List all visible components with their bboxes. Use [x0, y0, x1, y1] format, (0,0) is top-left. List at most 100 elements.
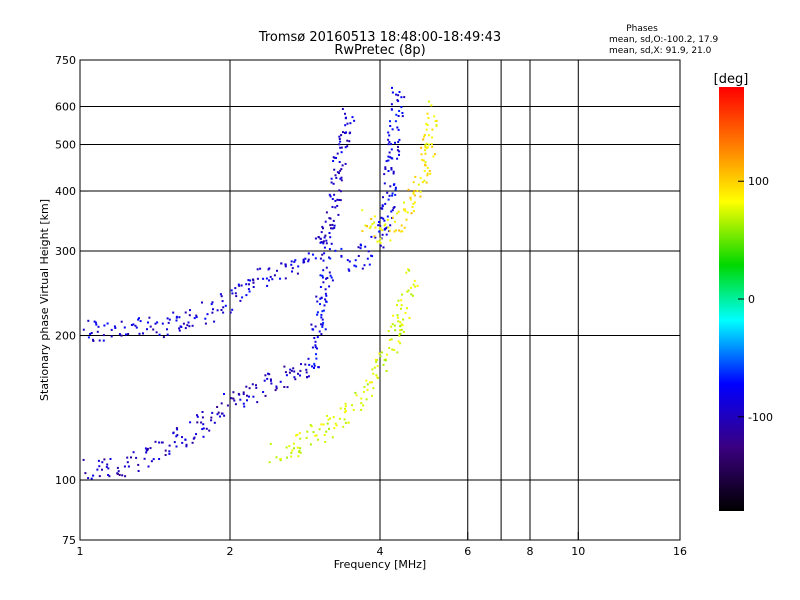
data-point: [323, 304, 326, 307]
data-point: [333, 193, 336, 196]
data-point: [239, 398, 242, 401]
data-point: [387, 155, 390, 158]
x-tick-label: 1: [77, 545, 84, 558]
data-point: [344, 402, 347, 405]
data-point: [304, 363, 307, 366]
data-point: [290, 455, 293, 458]
data-point: [314, 344, 317, 347]
data-point: [411, 206, 414, 208]
data-point: [296, 446, 299, 449]
data-point: [317, 438, 320, 441]
data-point: [405, 271, 408, 274]
data-point: [232, 391, 235, 394]
data-point: [343, 418, 346, 421]
data-point: [314, 325, 317, 328]
data-point: [338, 135, 341, 138]
data-point: [397, 299, 400, 302]
data-point: [113, 325, 116, 328]
data-point: [336, 152, 339, 155]
data-point: [402, 330, 405, 333]
data-point: [323, 246, 326, 249]
data-point: [394, 220, 396, 223]
data-point: [196, 421, 199, 424]
data-point: [390, 210, 393, 213]
data-point: [422, 138, 425, 141]
data-point: [400, 304, 403, 307]
y-tick-label: 300: [55, 245, 76, 258]
data-point: [284, 263, 287, 266]
data-point: [394, 329, 397, 332]
data-point: [424, 163, 426, 166]
data-point: [331, 279, 334, 282]
data-point: [201, 428, 204, 431]
data-point: [325, 277, 328, 280]
data-point: [424, 161, 427, 164]
data-point: [330, 227, 332, 230]
data-point: [305, 371, 308, 374]
data-point: [154, 440, 157, 443]
data-point: [389, 185, 392, 188]
data-point: [319, 286, 322, 288]
data-point: [391, 192, 394, 195]
data-point: [245, 283, 248, 286]
data-point: [397, 128, 400, 131]
data-point: [326, 277, 329, 279]
data-point: [307, 357, 310, 360]
y-tick-label: 400: [55, 185, 76, 198]
data-point: [106, 463, 109, 466]
data-point: [312, 431, 315, 434]
data-point: [428, 143, 430, 146]
data-point: [363, 386, 366, 388]
data-point: [413, 279, 416, 282]
data-point: [162, 336, 165, 339]
data-point: [403, 226, 406, 229]
data-point: [425, 142, 428, 145]
data-point: [322, 321, 325, 324]
data-point: [386, 218, 389, 221]
data-point: [110, 328, 113, 331]
data-point: [216, 413, 219, 416]
data-point: [103, 324, 106, 327]
data-point: [383, 182, 386, 185]
data-point: [397, 340, 400, 343]
data-point: [295, 434, 297, 437]
data-point: [325, 239, 328, 242]
data-point: [235, 295, 238, 298]
data-point: [389, 239, 392, 242]
data-point: [396, 157, 399, 160]
data-point: [289, 368, 292, 371]
data-point: [339, 169, 342, 172]
data-point: [397, 320, 400, 323]
data-point: [328, 193, 331, 196]
data-point: [160, 441, 163, 444]
data-point: [340, 176, 343, 179]
data-point: [256, 277, 259, 280]
data-point: [291, 267, 294, 270]
data-point: [383, 173, 386, 176]
data-point: [344, 132, 347, 134]
data-point: [293, 447, 295, 450]
data-point: [379, 355, 382, 358]
data-point: [391, 91, 394, 94]
data-point: [393, 349, 396, 351]
data-point: [212, 308, 214, 311]
data-point: [402, 318, 405, 321]
data-point: [102, 339, 105, 342]
data-point: [314, 257, 317, 260]
data-point: [107, 467, 110, 470]
data-point: [191, 324, 194, 327]
data-point: [237, 392, 240, 395]
data-point: [374, 226, 377, 229]
data-point: [320, 423, 323, 426]
data-point: [324, 220, 327, 223]
data-point: [332, 219, 335, 222]
data-point: [431, 145, 434, 148]
data-point: [335, 424, 338, 427]
data-point: [340, 179, 343, 182]
data-point: [398, 229, 401, 232]
data-point: [322, 423, 325, 426]
data-point: [325, 294, 328, 297]
data-point: [89, 333, 92, 335]
x-tick-label: 16: [673, 545, 687, 558]
data-point: [353, 119, 356, 122]
